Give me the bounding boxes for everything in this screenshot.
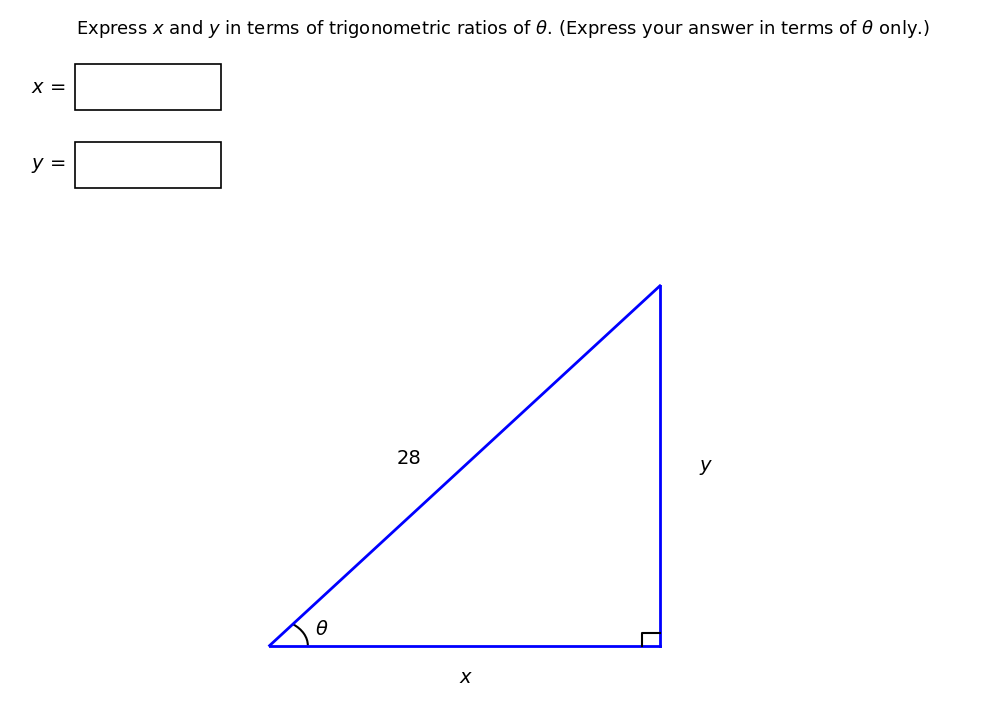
Bar xyxy=(75,142,221,188)
Text: 28: 28 xyxy=(397,449,422,468)
Bar xyxy=(75,64,221,110)
Text: Express $x$ and $y$ in terms of trigonometric ratios of $\theta$. (Express your : Express $x$ and $y$ in terms of trigonom… xyxy=(76,18,930,40)
Text: $x$ =: $x$ = xyxy=(31,77,65,97)
Text: $y$ =: $y$ = xyxy=(31,156,65,175)
Text: $\theta$: $\theta$ xyxy=(315,621,329,639)
Text: x: x xyxy=(459,668,471,687)
Text: y: y xyxy=(699,456,711,475)
